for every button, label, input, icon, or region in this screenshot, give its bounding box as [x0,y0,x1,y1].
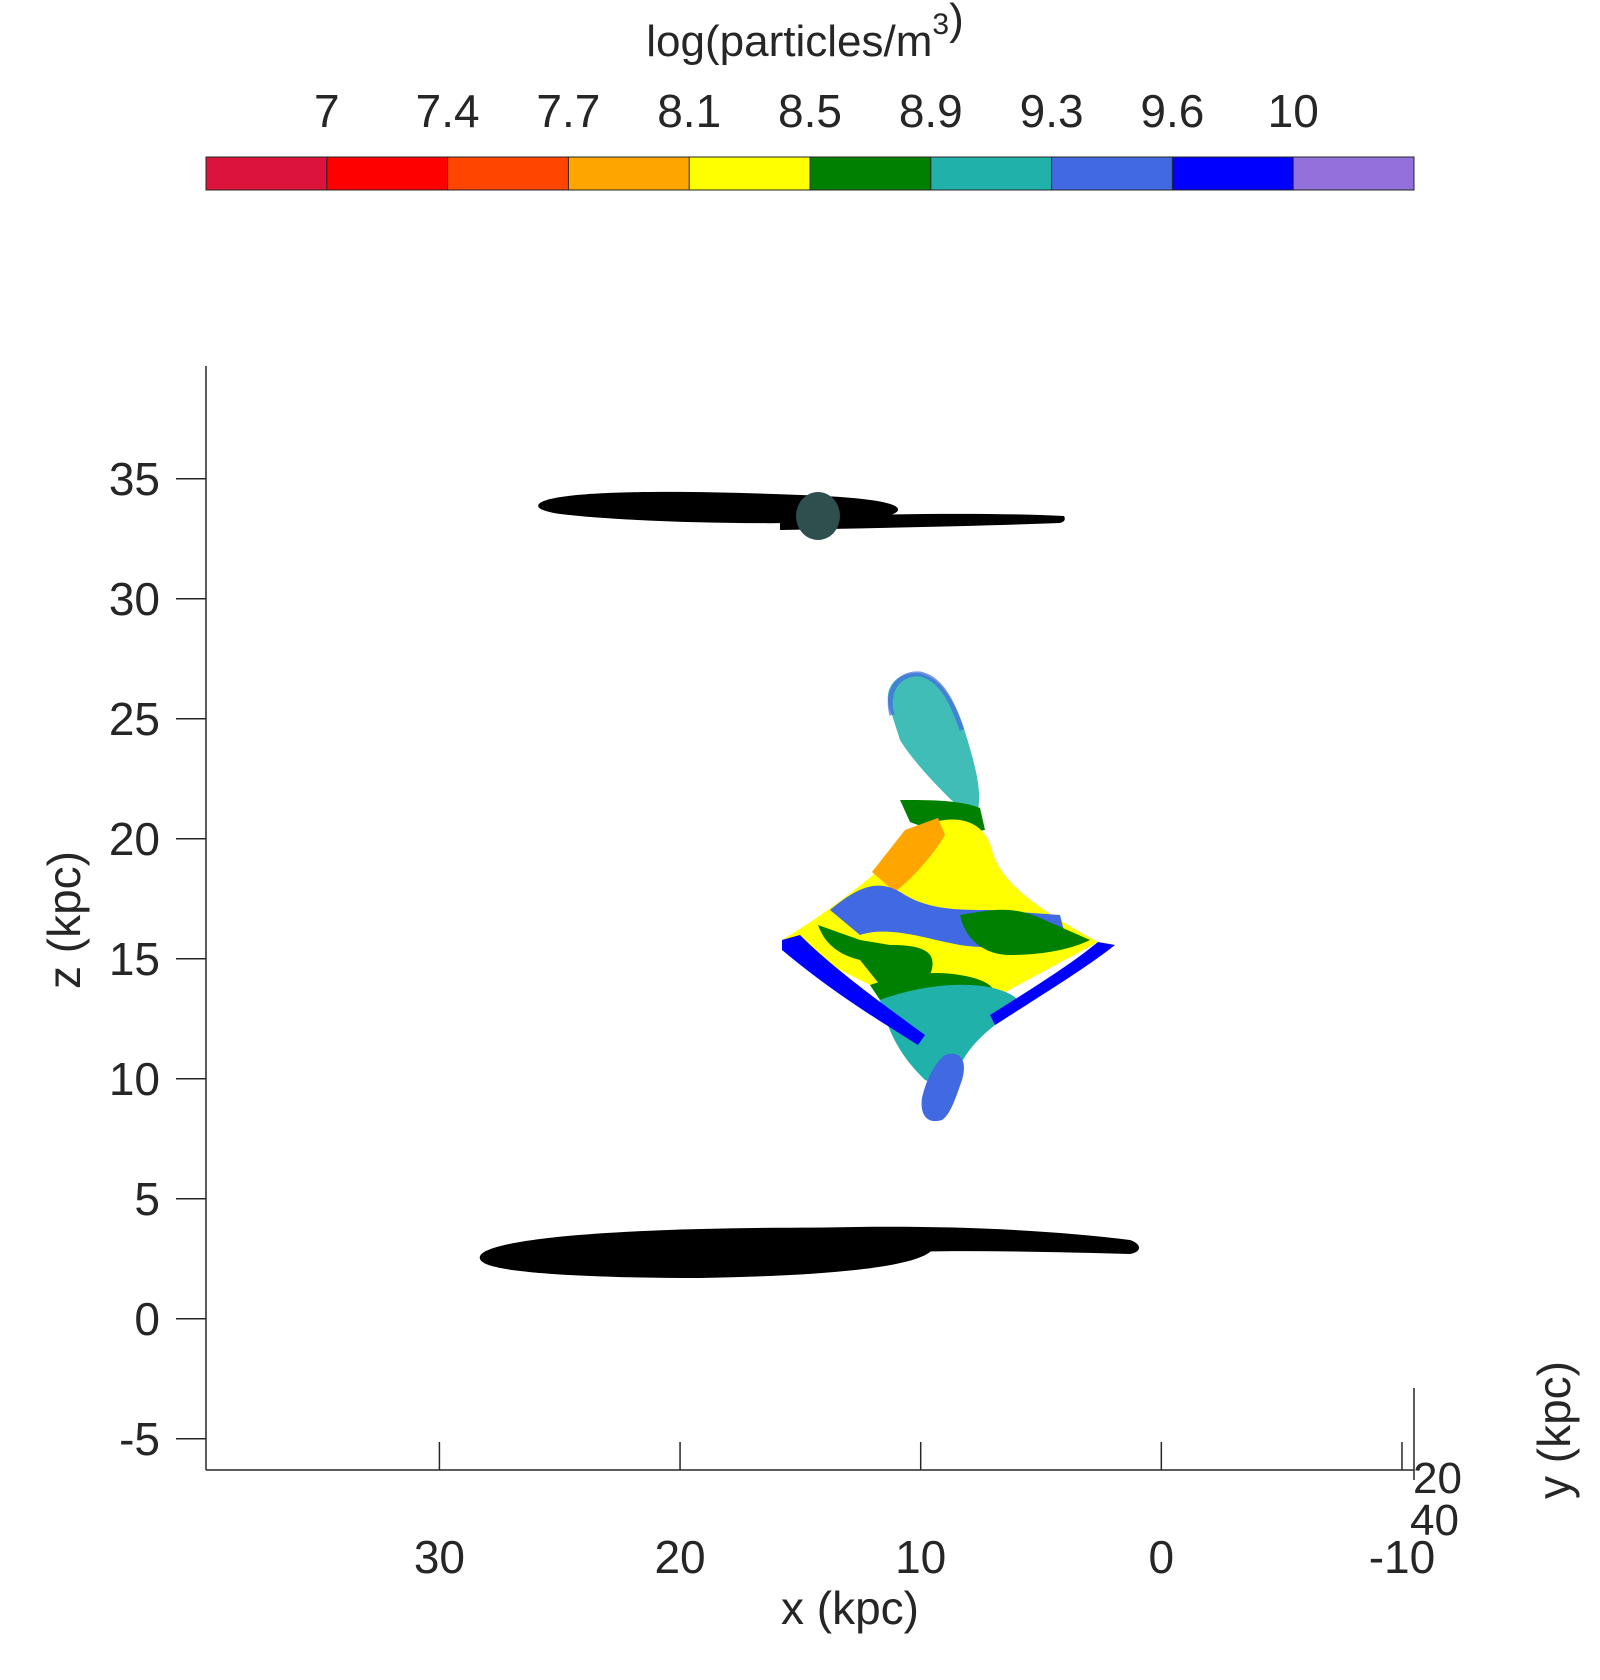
x-tick-label: -10 [1369,1531,1435,1583]
z-tick-label: -5 [119,1413,160,1465]
colorbar-segment-5 [810,157,932,190]
z-tick-label: 20 [109,813,160,865]
colorbar-label: log(particles/m3) [646,0,963,66]
colorbar-segment-9 [1293,157,1415,190]
colorbar-tick-label: 8.9 [899,85,963,137]
y-axis-label: y (kpc) [1528,1361,1580,1499]
x-axis-label: x (kpc) [781,1582,919,1634]
z-axis-ticks: -5 0 5 10 15 20 25 30 35 [109,453,206,1465]
z-tick-label: 10 [109,1053,160,1105]
colorbar: log(particles/m3) 7 7.4 7.7 8.1 8.5 8.9 9.3 9.6… [205,0,1415,191]
axes: -5 0 5 10 15 20 25 30 35 30 20 10 0 -10 20 40 x (kpc… [38,366,1580,1634]
z-tick-label: 15 [109,933,160,985]
cloud-top-plume [887,672,980,810]
colorbar-tick-label: 9.3 [1020,85,1084,137]
x-tick-label: 30 [414,1531,465,1583]
cloud-blue-edge-left [782,935,925,1045]
lower-black-disk [479,1226,1139,1278]
x-tick-label: 20 [654,1531,705,1583]
cloud-green-band-left [818,925,933,985]
colorbar-tick-label: 9.6 [1140,85,1204,137]
x-tick-label: 0 [1149,1531,1175,1583]
colorbar-tick-label: 7.7 [536,85,600,137]
colorbar-segment-7 [1051,157,1173,190]
colorbar-segment-0 [206,157,328,190]
z-tick-label: 25 [109,693,160,745]
colorbar-segment-2 [447,157,569,190]
cloud-green-band-right [960,909,1090,955]
z-tick-label: 0 [134,1293,160,1345]
colorbar-segment-8 [1172,157,1294,190]
upper-core [796,492,840,540]
colorbar-segment-3 [568,157,690,190]
z-axis-label: z (kpc) [38,851,90,989]
colorbar-segment-1 [326,157,449,190]
y-tick-label-20: 20 [1413,1454,1462,1503]
colorbar-tick-label: 7.4 [416,85,480,137]
plot-area [479,491,1139,1278]
cloud-orange-patch [872,818,945,892]
cloud-bottom-tail [921,1053,965,1122]
colorbar-tick-label: 8.1 [657,85,721,137]
y-tick-label-40: 40 [1410,1496,1459,1545]
cloud-teal-lower [880,984,1019,1090]
cloud-top-plume-edge [887,671,965,731]
z-tick-label: 30 [109,573,160,625]
upper-black-disk [538,491,1065,540]
colorbar-tick-label: 7 [314,85,340,137]
colorbar-tick-label: 10 [1268,85,1319,137]
cloud-blue-edge-right [990,942,1115,1025]
colorbar-segments [206,157,1415,190]
colorbar-segment-4 [689,157,811,190]
z-tick-label: 5 [134,1173,160,1225]
x-tick-label: 10 [895,1531,946,1583]
upper-disk-tail [780,513,1065,530]
colorbar-tick-label: 8.5 [778,85,842,137]
density-cloud [782,671,1115,1122]
colorbar-segment-6 [930,157,1053,190]
x-axis-ticks: 30 20 10 0 -10 [414,1442,1435,1583]
z-tick-label: 35 [109,453,160,505]
colorbar-tick-labels: 7 7.4 7.7 8.1 8.5 8.9 9.3 9.6 10 [314,85,1319,190]
lower-disk-tail [760,1226,1139,1258]
